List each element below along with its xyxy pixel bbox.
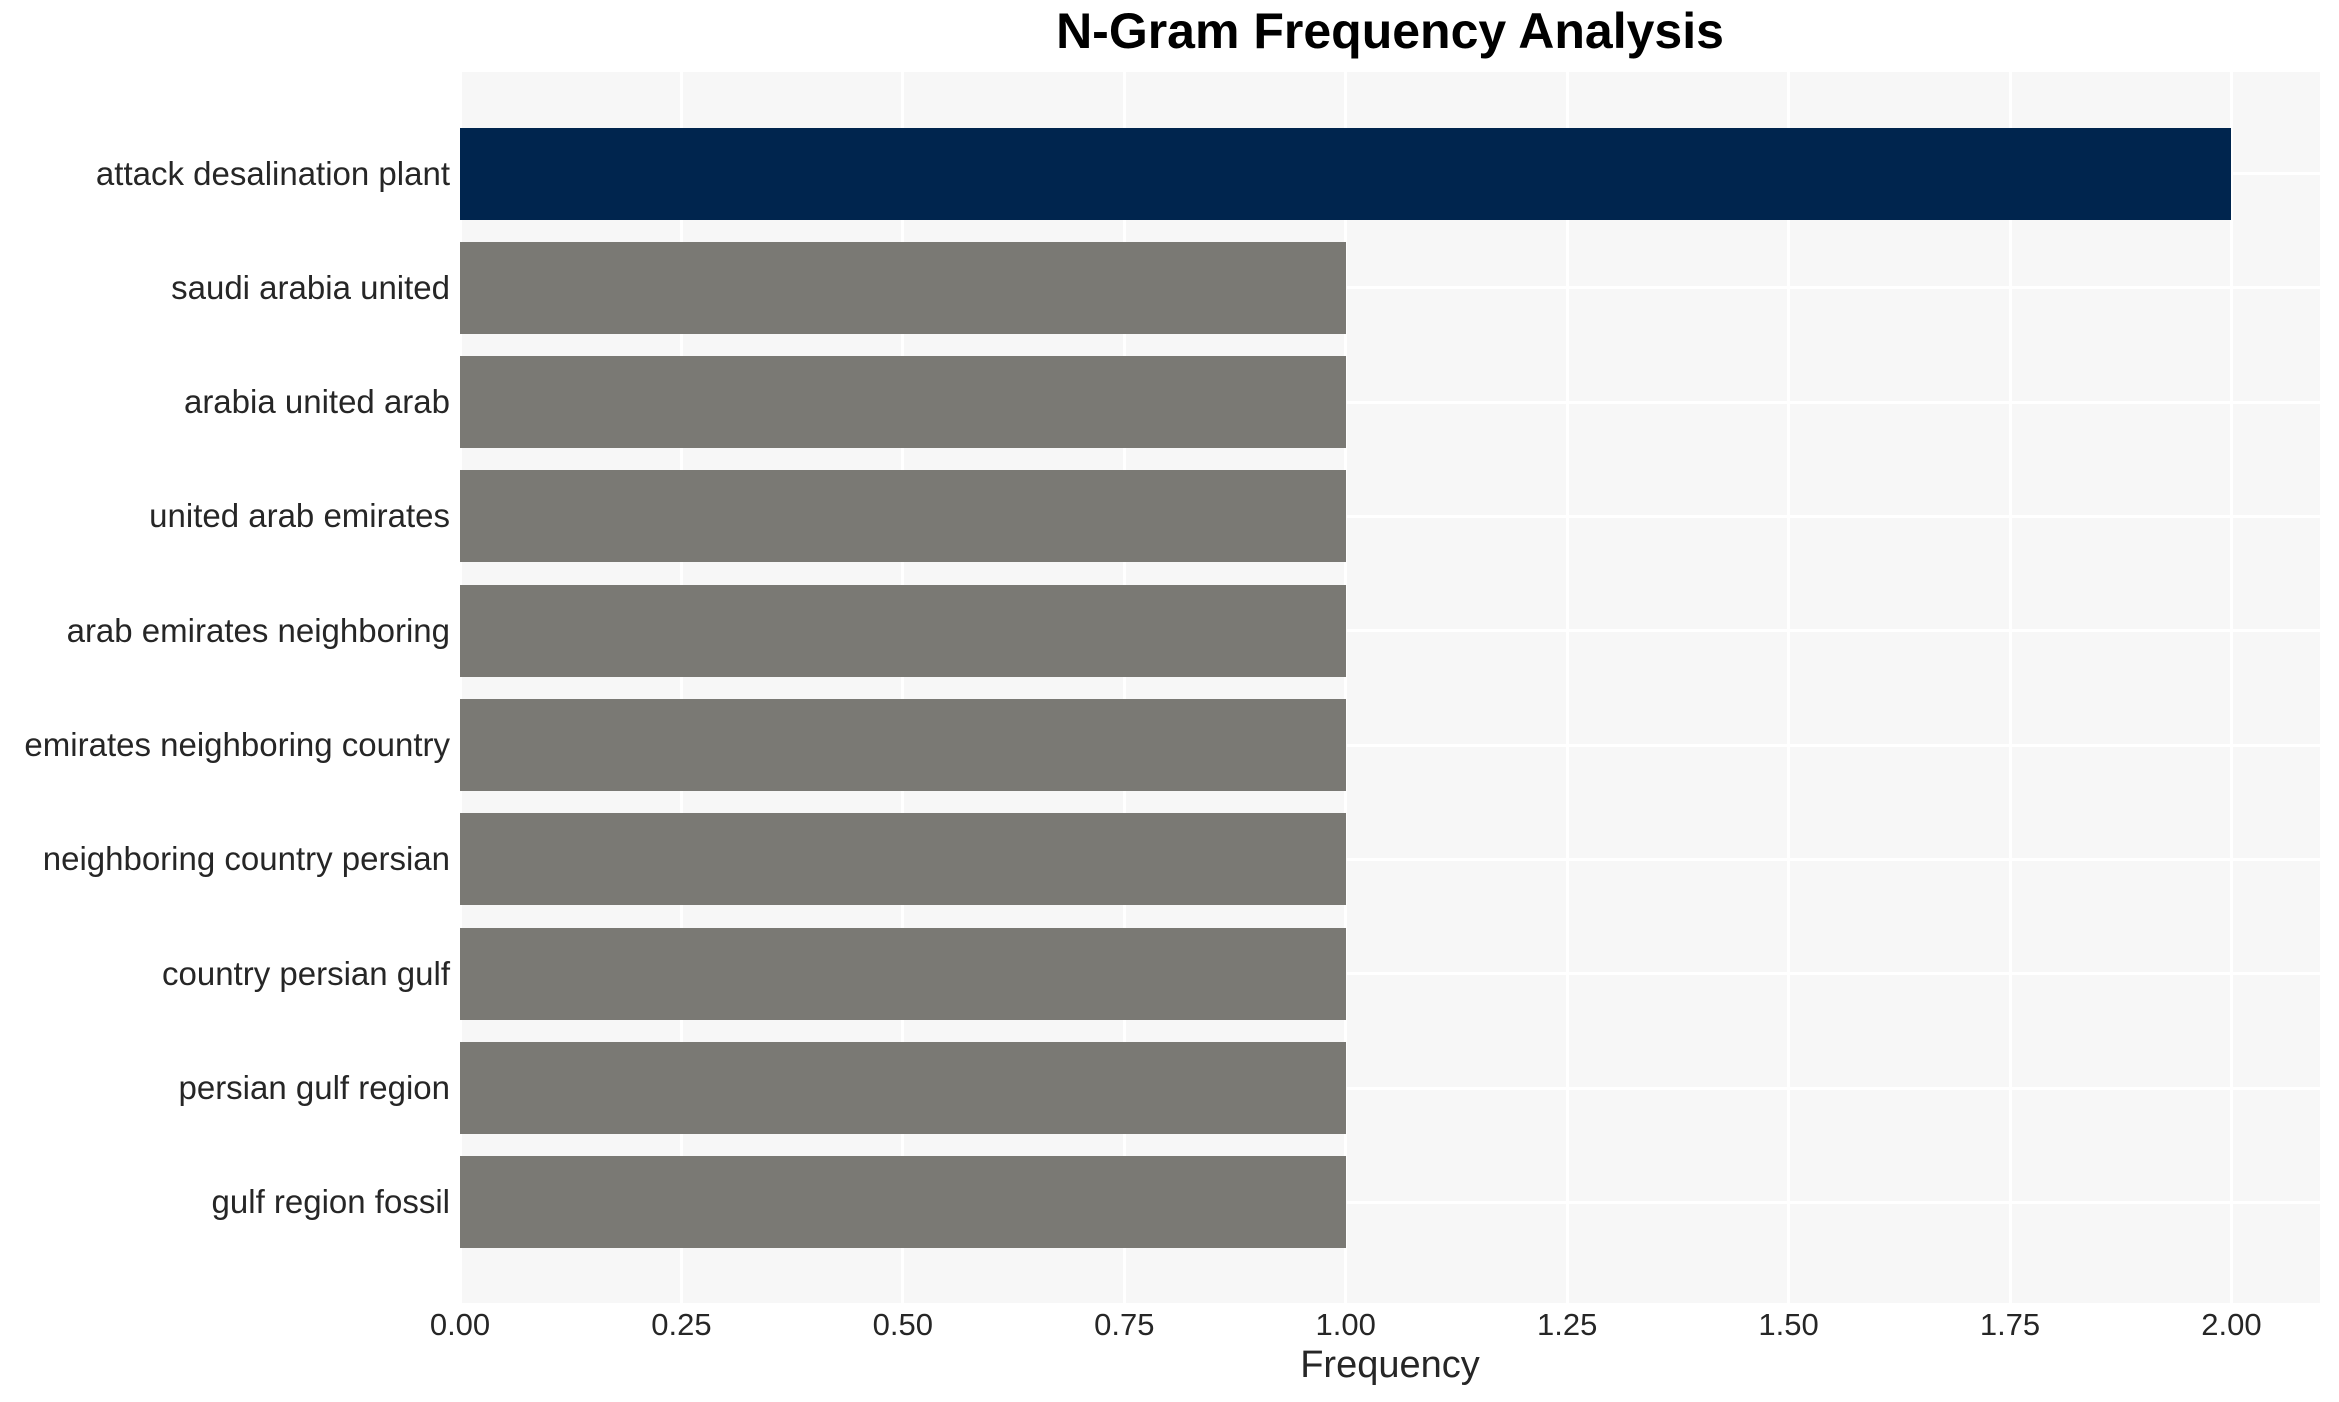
gridline-horizontal [460,972,2320,976]
x-axis-tick: 1.25 [1536,1307,1598,1342]
gridline-horizontal [460,629,2320,633]
x-axis-tick: 0.75 [1094,1307,1155,1342]
x-axis-tick: 0.25 [651,1307,712,1342]
y-axis-label: neighboring country persian [42,840,450,878]
y-axis-label: emirates neighboring country [24,726,450,764]
x-axis-tick: 0.50 [872,1307,934,1342]
gridline-horizontal [460,857,2320,861]
gridline-horizontal [460,743,2320,747]
bar-arab-emirates-neighboring [460,584,1346,677]
gridline-horizontal [460,1086,2320,1090]
gridline-vertical [460,72,462,1303]
gridline-horizontal [460,1200,2320,1204]
bar-persian-gulf-region [460,1042,1346,1135]
bar-attack-desalination-plant [460,127,2232,220]
x-axis-tick: 1.50 [1758,1307,1819,1342]
y-axis-label: gulf region fossil [211,1183,450,1221]
y-axis-labels: attack desalination plant saudi arabia un… [0,0,450,1402]
x-axis-label: Frequency [1300,1344,1480,1386]
gridline-vertical [1344,72,1348,1303]
chart-title: N-Gram Frequency Analysis [1056,3,1724,59]
bar-neighboring-country-persian [460,813,1346,906]
y-axis-label: saudi arabia united [171,268,450,306]
gridline-horizontal [460,514,2320,518]
gridline-horizontal [460,286,2320,290]
x-axis-tick: 2.00 [2201,1307,2262,1342]
gridline-vertical [1565,72,1569,1303]
y-axis-label: arab emirates neighboring [66,611,450,649]
y-axis-label: persian gulf region [178,1069,450,1107]
y-axis-label: united arab emirates [149,497,450,535]
bar-country-persian-gulf [460,927,1346,1020]
plot-area [460,72,2320,1303]
gridline-horizontal [460,400,2320,404]
y-axis-label: country persian gulf [162,954,450,992]
bar-united-arab-emirates [460,470,1346,563]
y-axis-label: arabia united arab [183,383,450,421]
x-axis-tick: 1.00 [1315,1307,1376,1342]
bar-saudi-arabia-united [460,241,1346,334]
bar-arabia-united-arab [460,356,1346,449]
gridline-vertical [679,72,683,1303]
x-axis-tick: 1.75 [1979,1307,2041,1342]
bar-gulf-region-fossil [460,1156,1346,1249]
gridline-vertical [2008,72,2012,1303]
y-axis-label: attack desalination plant [95,154,450,192]
gridline-vertical [1787,72,1791,1303]
bar-emirates-neighboring-country [460,699,1346,792]
gridline-vertical [901,72,905,1303]
gridline-vertical [1122,72,1126,1303]
gridline-vertical [2229,72,2233,1303]
